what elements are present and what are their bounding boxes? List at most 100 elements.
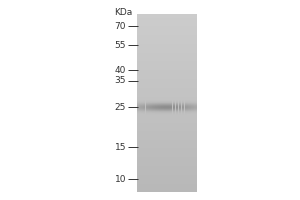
Bar — [136, 159, 196, 160]
Bar — [136, 182, 196, 183]
Bar — [136, 35, 196, 36]
Bar — [136, 70, 196, 71]
Bar — [136, 179, 196, 180]
Bar — [136, 60, 196, 61]
Bar — [136, 108, 196, 109]
Bar — [136, 153, 196, 154]
Bar — [136, 181, 196, 182]
Bar — [136, 141, 196, 142]
Bar — [136, 169, 196, 170]
Bar — [136, 107, 196, 108]
Bar — [136, 64, 196, 65]
Bar — [136, 155, 196, 156]
Bar — [136, 144, 196, 145]
Bar — [136, 166, 196, 167]
Bar — [136, 113, 196, 114]
Bar — [136, 32, 196, 33]
Bar — [136, 178, 196, 179]
Bar — [136, 48, 196, 49]
Bar — [136, 15, 196, 16]
Bar — [136, 139, 196, 140]
Bar — [136, 136, 196, 137]
Text: 70: 70 — [115, 22, 126, 31]
Bar — [136, 183, 196, 184]
Bar — [136, 19, 196, 20]
Bar — [136, 133, 196, 134]
Bar — [136, 158, 196, 159]
Bar — [136, 72, 196, 73]
Bar — [136, 27, 196, 28]
Bar — [136, 160, 196, 161]
Bar — [136, 109, 196, 110]
Bar — [136, 77, 196, 78]
Bar — [136, 79, 196, 80]
Bar — [136, 31, 196, 32]
Bar — [136, 37, 196, 38]
Bar — [136, 154, 196, 155]
Bar — [136, 87, 196, 88]
Bar — [136, 98, 196, 99]
Bar — [136, 99, 196, 100]
Bar — [136, 143, 196, 144]
Bar — [136, 168, 196, 169]
Bar — [136, 170, 196, 171]
Bar — [136, 42, 196, 43]
Bar — [136, 145, 196, 146]
Bar — [136, 36, 196, 37]
Bar — [136, 53, 196, 54]
Bar — [136, 104, 196, 105]
Text: 15: 15 — [115, 143, 126, 152]
Bar — [136, 125, 196, 126]
Bar — [136, 40, 196, 41]
Bar — [136, 175, 196, 176]
Bar — [136, 163, 196, 164]
Bar — [136, 134, 196, 135]
Bar — [136, 180, 196, 181]
Bar — [136, 83, 196, 84]
Bar — [136, 174, 196, 175]
Text: 40: 40 — [115, 66, 126, 75]
Bar — [136, 188, 196, 189]
Bar — [136, 54, 196, 55]
Bar — [136, 122, 196, 123]
Bar — [136, 74, 196, 75]
Bar — [136, 23, 196, 24]
Bar — [136, 81, 196, 82]
Bar — [136, 97, 196, 98]
Bar — [136, 61, 196, 62]
Bar — [136, 162, 196, 163]
Bar — [136, 66, 196, 67]
Bar — [136, 92, 196, 93]
Bar — [136, 120, 196, 121]
Bar — [136, 16, 196, 17]
Bar — [136, 119, 196, 120]
Bar — [136, 14, 196, 15]
Bar — [136, 46, 196, 47]
Bar — [136, 126, 196, 127]
Bar — [136, 86, 196, 87]
Bar — [136, 90, 196, 91]
Bar — [136, 57, 196, 58]
Bar — [136, 177, 196, 178]
Bar — [136, 73, 196, 74]
Bar — [136, 34, 196, 35]
Bar — [136, 146, 196, 147]
Bar — [136, 135, 196, 136]
Bar — [136, 58, 196, 59]
Bar — [136, 116, 196, 117]
Bar — [136, 71, 196, 72]
Bar — [136, 89, 196, 90]
Bar — [136, 29, 196, 30]
Bar — [136, 24, 196, 25]
Bar — [136, 49, 196, 50]
Bar — [136, 51, 196, 52]
Bar — [136, 129, 196, 130]
Bar — [136, 128, 196, 129]
Bar — [136, 138, 196, 139]
Bar — [136, 38, 196, 39]
Bar — [136, 33, 196, 34]
Bar — [136, 43, 196, 44]
Bar — [136, 110, 196, 111]
Bar — [136, 131, 196, 132]
Bar — [136, 82, 196, 83]
